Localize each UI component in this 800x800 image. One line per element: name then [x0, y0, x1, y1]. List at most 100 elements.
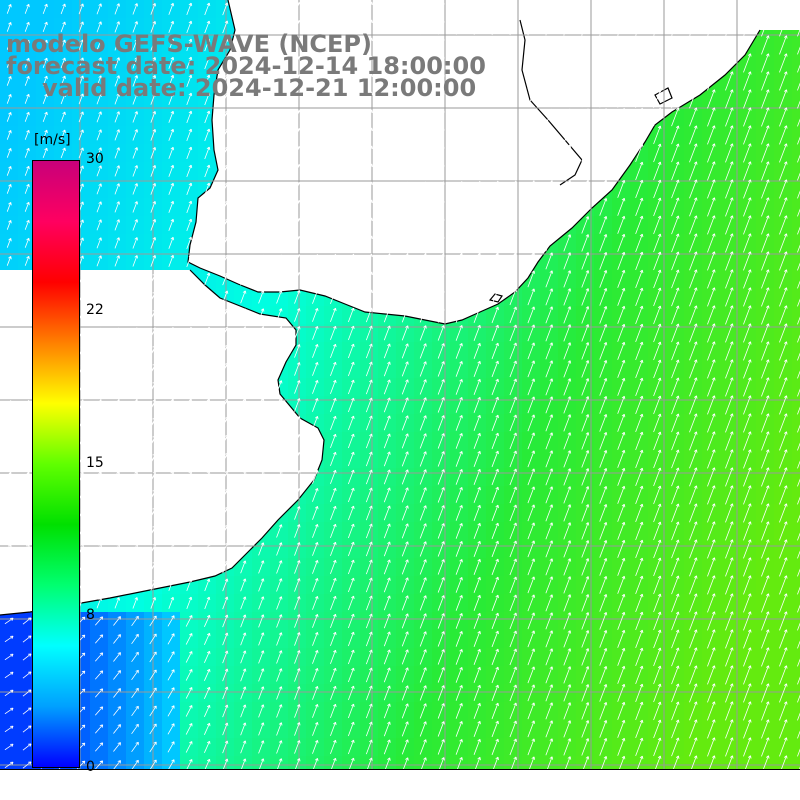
- wind-arrow: [689, 611, 698, 631]
- wind-arrow: [168, 362, 175, 375]
- wind-arrow: [365, 307, 373, 323]
- wind-cell: [432, 576, 451, 595]
- wind-cell: [738, 612, 757, 631]
- wind-arrow: [707, 161, 716, 181]
- wind-arrow: [240, 686, 247, 700]
- wind-cell: [342, 378, 361, 397]
- wind-cell: [612, 234, 631, 253]
- wind-arrow: [6, 40, 12, 50]
- wind-arrow: [473, 630, 481, 647]
- wind-cell: [90, 702, 109, 721]
- wind-arrow: [6, 382, 12, 392]
- wind-cell: [720, 594, 739, 613]
- wind-cell: [666, 720, 685, 739]
- wind-cell: [288, 666, 307, 685]
- wind-cell: [738, 198, 757, 217]
- wind-arrow: [186, 20, 193, 34]
- wind-arrow: [168, 200, 175, 213]
- wind-cell: [486, 738, 505, 757]
- wind-cell: [648, 414, 667, 433]
- wind-arrow: [653, 413, 662, 433]
- wind-arrow: [419, 19, 427, 35]
- wind-arrow: [779, 341, 788, 361]
- wind-arrow: [617, 413, 626, 432]
- wind-arrow: [113, 652, 121, 662]
- wind-arrow: [276, 182, 283, 196]
- wind-cell: [270, 648, 289, 667]
- wind-arrow: [132, 363, 139, 375]
- wind-cell: [738, 576, 757, 595]
- wind-arrow: [222, 182, 229, 196]
- wind-cell: [468, 396, 487, 415]
- wind-cell: [774, 414, 793, 433]
- wind-cell: [180, 144, 199, 163]
- wind-arrow: [168, 578, 175, 591]
- wind-arrow: [689, 269, 698, 289]
- wind-arrow: [186, 128, 193, 142]
- wind-cell: [630, 540, 649, 559]
- wind-arrow: [222, 164, 229, 178]
- wind-cell: [558, 648, 577, 667]
- wind-cell: [774, 162, 793, 181]
- wind-cell: [612, 486, 631, 505]
- wind-arrow: [365, 433, 373, 449]
- wind-cell: [648, 216, 667, 235]
- wind-arrow: [167, 615, 175, 627]
- wind-arrow: [222, 740, 229, 754]
- wind-cell: [522, 450, 541, 469]
- wind-arrow: [617, 485, 626, 504]
- wind-cell: [90, 252, 109, 271]
- wind-cell: [126, 756, 145, 770]
- wind-arrow: [185, 669, 193, 681]
- wind-arrow: [437, 253, 445, 269]
- wind-arrow: [725, 143, 734, 163]
- wind-cell: [540, 468, 559, 487]
- wind-arrow: [6, 202, 12, 212]
- wind-arrow: [24, 273, 30, 284]
- wind-arrow: [437, 73, 445, 89]
- wind-cell: [468, 360, 487, 379]
- wind-arrow: [222, 668, 229, 682]
- wind-cell: [792, 522, 800, 541]
- wind-arrow: [401, 73, 409, 89]
- wind-arrow: [240, 92, 247, 106]
- wind-arrow: [437, 217, 445, 233]
- wind-cell: [378, 594, 397, 613]
- wind-arrow: [726, 755, 734, 770]
- wind-arrow: [312, 595, 319, 610]
- wind-arrow: [401, 37, 409, 53]
- wind-cell: [576, 234, 595, 253]
- wind-arrow: [527, 486, 536, 504]
- wind-arrow: [455, 577, 463, 593]
- wind-arrow: [635, 701, 644, 721]
- wind-arrow: [671, 89, 680, 109]
- wind-cell: [612, 432, 631, 451]
- wind-arrow: [204, 560, 211, 574]
- wind-cell: [756, 450, 775, 469]
- wind-arrow: [204, 326, 211, 340]
- wind-cell: [432, 738, 451, 757]
- wind-arrow: [725, 485, 734, 505]
- wind-cell: [360, 396, 379, 415]
- wind-arrow: [491, 450, 499, 468]
- wind-cell: [522, 324, 541, 343]
- wind-cell: [756, 558, 775, 577]
- wind-arrow: [689, 557, 698, 577]
- wind-cell: [72, 0, 91, 19]
- wind-cell: [756, 288, 775, 307]
- wind-cell: [414, 360, 433, 379]
- wind-arrow: [6, 454, 12, 464]
- wind-cell: [774, 306, 793, 325]
- wind-arrow: [42, 93, 48, 105]
- wind-arrow: [689, 125, 698, 145]
- wind-arrow: [527, 612, 536, 630]
- wind-arrow: [545, 504, 554, 522]
- wind-arrow: [761, 107, 770, 127]
- wind-arrow: [312, 163, 319, 178]
- wind-arrow: [581, 576, 590, 594]
- wind-cell: [540, 360, 559, 379]
- wind-arrow: [96, 597, 102, 609]
- wind-arrow: [779, 125, 788, 145]
- wind-cell: [324, 504, 343, 523]
- wind-arrow: [761, 143, 770, 163]
